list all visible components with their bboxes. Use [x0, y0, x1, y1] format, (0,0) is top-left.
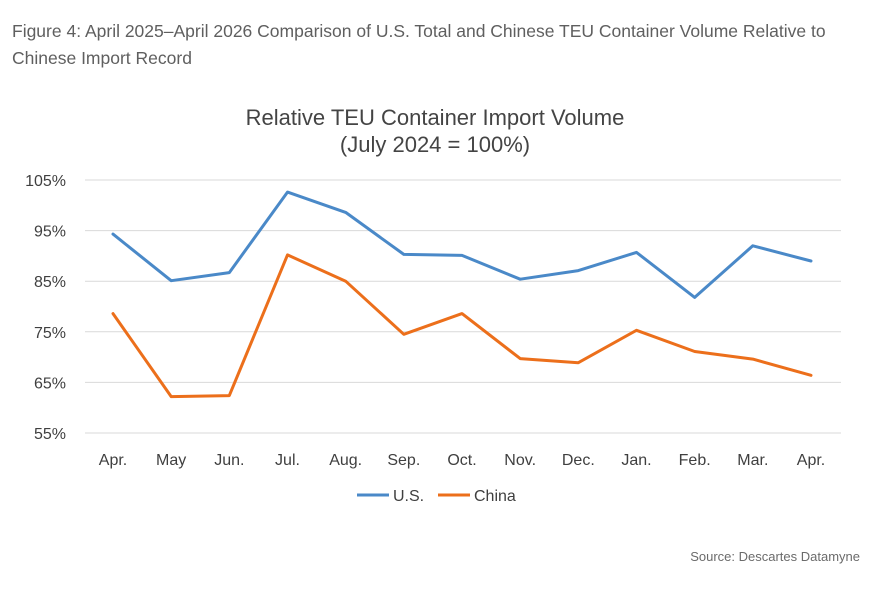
chart-subtitle: (July 2024 = 100%): [340, 132, 530, 157]
x-tick-label: Jul.: [275, 452, 300, 469]
y-tick-label: 95%: [34, 224, 66, 241]
x-tick-label: Jan.: [621, 452, 651, 469]
x-tick-label: Aug.: [329, 452, 362, 469]
x-tick-label: Nov.: [504, 452, 536, 469]
x-tick-label: Dec.: [562, 452, 595, 469]
x-tick-label: Jun.: [214, 452, 244, 469]
x-tick-label: May: [156, 452, 186, 469]
x-tick-label: Sep.: [387, 452, 420, 469]
source-note: Source: Descartes Datamyne: [690, 549, 860, 564]
x-axis-ticks: Apr. May Jun. Jul. Aug. Sep. Oct. Nov. Dec. Jan. F…: [99, 452, 825, 469]
y-axis-ticks: 55% 65% 75% 85% 95% 105%: [25, 173, 66, 443]
legend-label-china: China: [474, 488, 516, 505]
series-line-u-s: [111, 190, 813, 299]
series-line-china: [111, 253, 813, 399]
gridlines: [85, 179, 841, 434]
figure-caption: Figure 4: April 2025–April 2026 Comparis…: [12, 21, 826, 68]
y-tick-label: 75%: [34, 325, 66, 342]
x-tick-label: Apr.: [99, 452, 127, 469]
y-tick-label: 65%: [34, 375, 66, 392]
x-tick-label: Feb.: [679, 452, 711, 469]
x-tick-label: Oct.: [447, 452, 476, 469]
chart-title: Relative TEU Container Import Volume: [246, 105, 625, 130]
y-tick-label: 105%: [25, 173, 66, 190]
x-tick-label: Apr.: [797, 452, 825, 469]
series-lines: [111, 190, 813, 399]
y-tick-label: 55%: [34, 426, 66, 443]
x-tick-label: Mar.: [737, 452, 768, 469]
legend: U.S. China: [357, 488, 516, 505]
legend-label-u-s: U.S.: [393, 488, 424, 505]
y-tick-label: 85%: [34, 274, 66, 291]
